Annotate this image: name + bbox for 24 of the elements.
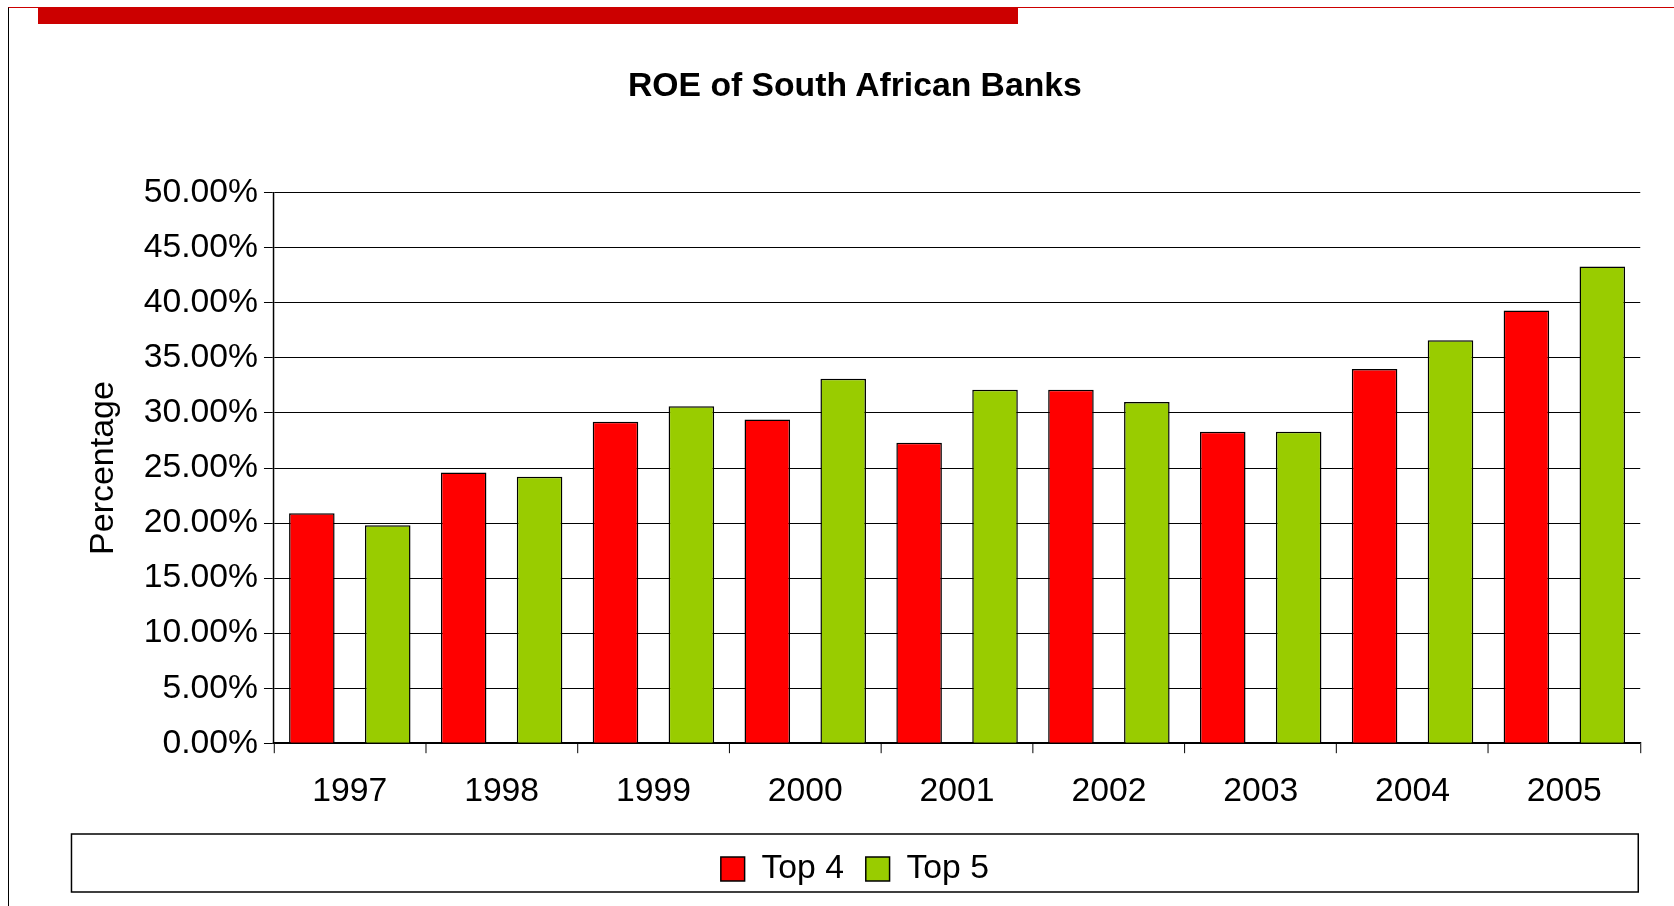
x-tick-label: 2003 — [1223, 769, 1299, 808]
y-tick-label: 50.00% — [143, 171, 259, 210]
y-tick-label: 20.00% — [143, 501, 259, 540]
y-tick-label: 45.00% — [143, 226, 259, 265]
x-tick-label: 2005 — [1526, 769, 1602, 808]
x-tick-label: 2004 — [1375, 769, 1451, 808]
y-tick-label: 25.00% — [143, 446, 259, 485]
x-tick-label: 1999 — [615, 769, 691, 808]
y-tick-label: 35.00% — [143, 336, 259, 375]
y-tick-label: 15.00% — [143, 556, 259, 595]
y-axis-title: Percentage — [82, 381, 120, 555]
y-tick-label: 0.00% — [162, 721, 259, 760]
y-tick-label: 40.00% — [143, 281, 259, 320]
legend-label: Top 5 — [906, 847, 989, 886]
legend-label: Top 4 — [761, 847, 844, 886]
x-tick-label: 1997 — [312, 769, 388, 808]
y-tick-label: 5.00% — [162, 666, 259, 705]
y-tick-label: 10.00% — [143, 611, 259, 650]
x-tick-label: 2002 — [1071, 769, 1147, 808]
x-tick-label: 1998 — [464, 769, 540, 808]
x-tick-label: 2001 — [919, 769, 995, 808]
chart-title: ROE of South African Banks — [627, 64, 1082, 103]
y-tick-label: 30.00% — [143, 391, 259, 430]
x-tick-label: 2000 — [767, 769, 843, 808]
